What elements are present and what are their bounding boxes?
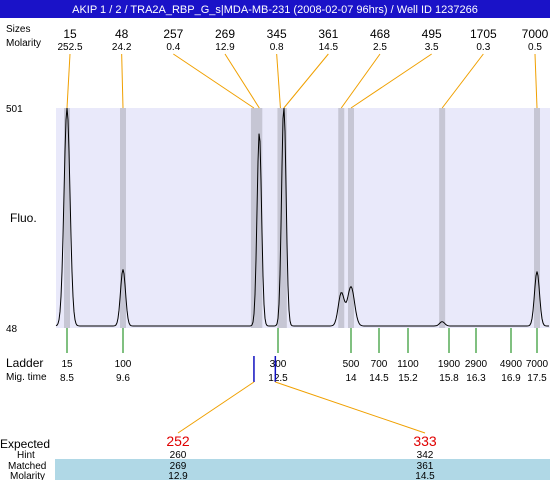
peak-band [338, 108, 345, 328]
ladder-size: 15 [61, 359, 73, 370]
ladder-migtime: 14.5 [369, 373, 389, 384]
peak-connector [224, 53, 260, 109]
expected-markers [177, 356, 426, 434]
peak-molarity-label: 0.5 [528, 42, 542, 53]
header-bar [0, 0, 550, 18]
peak-molarity-label: 3.5 [425, 42, 439, 53]
hint-value: 260 [170, 450, 187, 461]
peak-band [534, 108, 540, 328]
peak-band [348, 108, 354, 328]
peak-molarity-label: 12.9 [215, 42, 235, 53]
peak-molarity-label: 0.4 [166, 42, 180, 53]
hint-value: 342 [417, 450, 434, 461]
peak-band [280, 108, 287, 328]
ladder-size: 1100 [397, 359, 419, 370]
ladder-markers: 15 8.5 100 9.6 300 12.5 500 14 700 14.5 1100 15.2 19… [60, 328, 549, 384]
peak-size-label: 468 [370, 27, 390, 41]
ladder-size: 500 [343, 359, 360, 370]
peak-molarity-label: 252.5 [57, 42, 82, 53]
ladder-migtime: 14 [345, 373, 357, 384]
matched-molarity-value: 14.5 [415, 471, 435, 480]
expected-label: Expected [0, 437, 50, 451]
matched-molarity-value: 12.9 [168, 471, 188, 480]
ladder-migtime: 8.5 [60, 373, 74, 384]
ladder-migtime: 16.9 [501, 373, 521, 384]
peak-connector [534, 53, 538, 109]
peak-band [256, 108, 263, 328]
peak-band [120, 108, 126, 328]
fluo-label: Fluo. [10, 211, 37, 225]
peak-size-label: 7000 [522, 27, 549, 41]
matched-label: Matched [8, 461, 46, 472]
ladder-migtime: 15.2 [398, 373, 418, 384]
peak-connector [173, 53, 255, 109]
peak-connector [121, 53, 124, 109]
peak-connector [340, 53, 381, 109]
ladder-size: 7000 [526, 359, 549, 370]
peak-molarity-label: 0.3 [476, 42, 490, 53]
ladder-size: 4900 [500, 359, 523, 370]
peak-size-label: 257 [163, 27, 183, 41]
ladder-size: 300 [270, 359, 287, 370]
expected-value: 333 [413, 433, 437, 449]
peak-size-label: 15 [63, 27, 77, 41]
fluorescence-trace [55, 107, 549, 327]
peak-connector [441, 53, 484, 109]
expected-value: 252 [166, 433, 190, 449]
ladder-migtime: 15.8 [439, 373, 459, 384]
matched-value: 361 [417, 461, 434, 472]
peak-band [277, 108, 284, 328]
peak-band [250, 108, 257, 328]
sizes-label: Sizes [6, 24, 30, 35]
peak-size-label: 361 [318, 27, 338, 41]
y-tick-bottom: 48 [6, 324, 18, 335]
peak-band [64, 108, 70, 328]
ladder-migtime: 16.3 [466, 373, 486, 384]
matched-row-bg [55, 459, 550, 480]
peak-size-label: 345 [267, 27, 287, 41]
ladder-size: 1900 [438, 359, 461, 370]
ladder-size: 100 [115, 359, 132, 370]
ladder-migtime: 12.5 [268, 373, 288, 384]
peak-molarity-label: 2.5 [373, 42, 387, 53]
peak-band [439, 108, 446, 328]
table-molarity-label: Molarity [10, 471, 45, 480]
peak-connectors [66, 53, 538, 109]
expected-connector [275, 381, 426, 434]
y-tick-top: 501 [6, 104, 23, 115]
molarity-label: Molarity [6, 38, 41, 49]
peak-size-label: 48 [115, 27, 129, 41]
ladder-size: 2900 [465, 359, 488, 370]
peak-size-label: 495 [422, 27, 442, 41]
ladder-migtime: 9.6 [116, 373, 130, 384]
peak-size-label: 269 [215, 27, 235, 41]
header-title: AKIP 1 / 2 / TRA2A_RBP_G_s|MDA-MB-231 (2… [72, 4, 478, 16]
peak-connector [283, 53, 329, 109]
matched-value: 269 [170, 461, 187, 472]
expected-connector [177, 381, 255, 434]
peak-connector [276, 53, 281, 109]
peak-molarity-label: 24.2 [112, 42, 132, 53]
peak-connector [66, 53, 71, 109]
ladder-migtime: 17.5 [527, 373, 547, 384]
plot-area [56, 108, 550, 328]
hint-label: Hint [17, 450, 35, 461]
migtime-label: Mig. time [6, 372, 47, 383]
peak-size-label: 1705 [470, 27, 497, 41]
peak-molarity-label: 14.5 [319, 42, 339, 53]
peak-bands [64, 108, 540, 328]
peak-connector [350, 53, 432, 109]
ladder-size: 700 [371, 359, 388, 370]
ladder-label: Ladder [6, 356, 43, 370]
peak-molarity-label: 0.8 [270, 42, 284, 53]
